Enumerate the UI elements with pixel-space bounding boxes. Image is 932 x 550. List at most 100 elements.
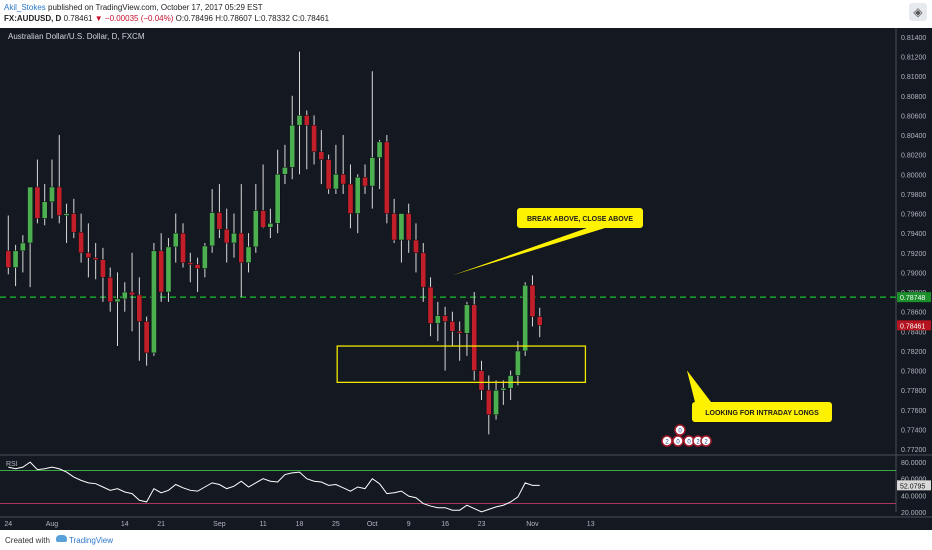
time-tick-label: 9 [407, 521, 411, 528]
time-tick-label: 23 [478, 521, 486, 528]
candle-down [85, 252, 92, 258]
rsi-label: RSI [6, 461, 18, 468]
candle-down [223, 228, 230, 244]
candle-down [485, 389, 492, 415]
price-tick-label: 0.79800 [901, 192, 926, 199]
candle-down [471, 304, 478, 371]
event-marker-label: 2 [704, 440, 708, 446]
tradingview-link[interactable]: TradingView [69, 536, 114, 545]
chart-menu-icon[interactable]: ◈ [909, 3, 927, 21]
price-tick-label: 0.77400 [901, 427, 926, 434]
candle-down [391, 213, 397, 241]
candle-down [260, 210, 266, 228]
candle-down [143, 321, 150, 354]
candle-down [456, 331, 463, 334]
candle-down [187, 262, 194, 265]
price-tick-label: 0.81400 [901, 35, 926, 42]
candle-down [340, 174, 347, 185]
price-tick-label: 0.78600 [901, 310, 926, 317]
last-price-label: 0.78461 [900, 323, 925, 330]
symbol-quote: FX:AUDUSD, D 0.78461 ▼ −0.00035 (−0.04%)… [4, 14, 329, 23]
event-marker-icon [700, 435, 712, 447]
candle-up [369, 157, 376, 187]
candle-down [303, 115, 310, 126]
event-marker-icon [674, 424, 686, 436]
candle-up [231, 232, 237, 244]
candle-down [107, 277, 114, 303]
rsi-tick-label: 60.0000 [901, 477, 926, 484]
callout-pointer [452, 228, 605, 276]
ohlc-values: O:0.78496 H:0.78607 L:0.78332 C:0.78461 [175, 14, 330, 23]
candle-down [311, 124, 317, 152]
candle-up [20, 242, 26, 252]
price-tick-label: 0.77200 [901, 447, 926, 454]
author-link[interactable]: Akil_Stokes [4, 3, 46, 12]
candle-down [216, 212, 223, 230]
chart-title: Australian Dollar/U.S. Dollar, D, FXCM [8, 32, 145, 41]
last-price: 0.78461 [63, 14, 93, 23]
candle-up [333, 174, 339, 190]
candle-up [27, 186, 33, 244]
event-marker-label: 0 [678, 429, 682, 435]
candle-up [252, 210, 259, 248]
rsi-value-tag [897, 480, 931, 491]
candle-up [376, 141, 383, 158]
callout-box [517, 208, 643, 228]
created-with-text: Created with [5, 536, 50, 545]
candle-up [49, 186, 55, 203]
time-tick-label: Sep [213, 521, 226, 528]
candle-up [267, 223, 274, 228]
rsi-tick-label: 40.0000 [901, 493, 926, 500]
event-marker-label: 0 [676, 440, 680, 446]
candle-down [420, 252, 427, 288]
candle-down [405, 213, 412, 241]
annotation-intraday-longs: LOOKING FOR INTRADAY LONGS [705, 410, 819, 417]
candle-up [296, 115, 303, 126]
footer: Created with TradingView [0, 530, 932, 550]
time-tick-label: Nov [526, 521, 539, 528]
price-tick-label: 0.79200 [901, 251, 926, 258]
time-tick-label: 25 [332, 521, 340, 528]
candle-up [522, 284, 529, 352]
candle-down [136, 294, 143, 322]
tradingview-cloud-icon [56, 535, 67, 542]
callout-pointer [686, 370, 714, 406]
time-tick-label: 18 [296, 521, 304, 528]
price-chart[interactable]: 0.81400 0.81200 0.81000 0.80800 0.80600 0.804… [0, 28, 932, 530]
time-tick-label: Oct [367, 521, 378, 528]
candle-down [238, 232, 245, 263]
level-price-tag [897, 292, 931, 303]
candle-up [114, 298, 121, 303]
price-tick-label: 0.78000 [901, 369, 926, 376]
time-tick-label: 14 [121, 521, 129, 528]
candle-down [449, 321, 456, 332]
candle-up [172, 232, 179, 248]
callout-box [692, 402, 832, 422]
candle-down [100, 259, 106, 278]
candle-down [536, 316, 543, 326]
event-marker-icon [661, 435, 673, 447]
candle-down [78, 231, 84, 254]
candle-up [354, 176, 361, 214]
event-marker-icon [672, 435, 684, 447]
publish-header: Akil_Stokes published on TradingView.com… [0, 0, 932, 28]
last-price-tag [897, 320, 931, 331]
price-tick-label: 0.81200 [901, 55, 926, 62]
published-text: published on TradingView.com, October 17… [48, 3, 263, 12]
price-tick-label: 0.80400 [901, 133, 926, 140]
price-tick-label: 0.81000 [901, 74, 926, 81]
candle-down [325, 159, 332, 190]
time-tick-label: Aug [46, 521, 59, 528]
candle-down [478, 370, 485, 391]
candle-up [282, 167, 288, 175]
candle-up [500, 387, 507, 391]
candle-down [413, 239, 419, 254]
time-tick-label: 16 [441, 521, 449, 528]
price-tick-label: 0.79400 [901, 231, 926, 238]
chart-panel[interactable]: 0.81400 0.81200 0.81000 0.80800 0.80600 0.804… [0, 28, 932, 530]
candle-up [121, 291, 128, 300]
price-tick-label: 0.79600 [901, 212, 926, 219]
candle-up [151, 250, 157, 354]
candle-down [92, 257, 99, 260]
candle-down [56, 186, 63, 216]
